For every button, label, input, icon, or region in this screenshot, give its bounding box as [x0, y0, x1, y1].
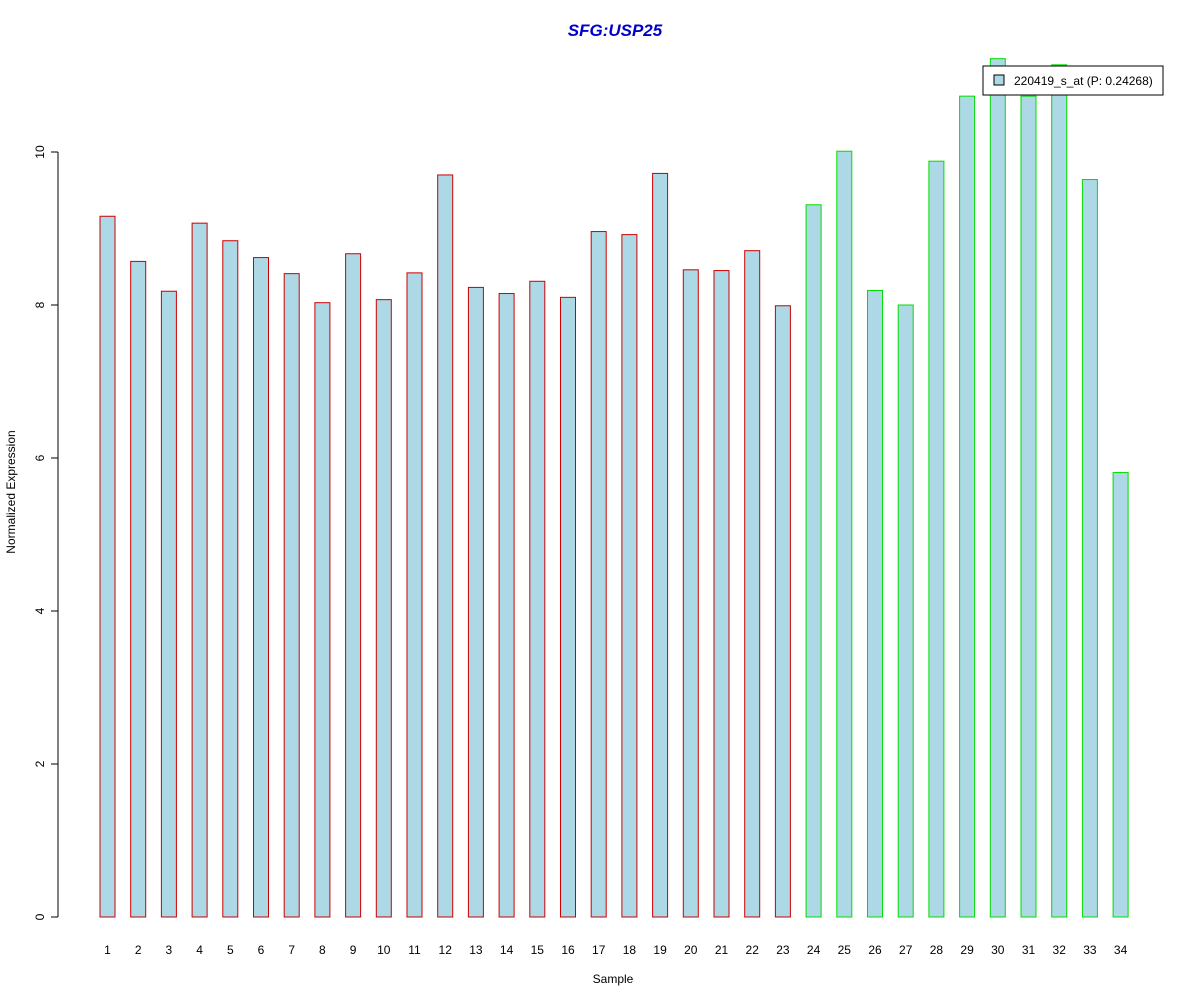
x-tick-label: 16	[561, 943, 575, 957]
bar	[437, 174, 454, 918]
x-axis-label: Sample	[593, 972, 634, 986]
x-tick-label: 3	[166, 943, 173, 957]
x-tick-label: 9	[350, 943, 357, 957]
x-tick-label: 31	[1022, 943, 1036, 957]
x-tick-label: 1	[104, 943, 111, 957]
chart-title: SFG:USP25	[568, 21, 663, 40]
bar	[375, 299, 392, 918]
x-tick-label: 28	[930, 943, 944, 957]
bar	[560, 296, 576, 918]
x-tick-label: 4	[196, 943, 203, 957]
x-tick-label: 26	[868, 943, 882, 957]
x-tick-label: 13	[469, 943, 483, 957]
x-tick-label: 29	[960, 943, 974, 957]
bar	[590, 231, 607, 918]
bar	[467, 286, 484, 918]
y-axis-label: Normalized Expression	[4, 430, 18, 553]
legend: 220419_s_at (P: 0.24268)	[982, 65, 1164, 96]
x-tick-label: 17	[592, 943, 606, 957]
x-tick-label: 34	[1114, 943, 1128, 957]
bar	[314, 302, 331, 918]
x-tick-label: 18	[623, 943, 637, 957]
x-tick-label: 10	[377, 943, 391, 957]
x-tick-label: 33	[1083, 943, 1097, 957]
bar	[191, 222, 208, 918]
x-tick-label: 30	[991, 943, 1005, 957]
bar	[897, 304, 914, 918]
x-tick-label: 23	[776, 943, 790, 957]
y-tick-label: 8	[33, 301, 47, 308]
bar	[1112, 472, 1129, 918]
y-tick-label: 10	[33, 145, 47, 159]
x-axis-tick-labels: 1 2 3 4 5 6 7 8 9 10 11 12 13 14 15 16 17 18 19 20 21 22 23 24 2…	[104, 943, 1127, 957]
bar	[345, 253, 362, 918]
x-tick-label: 19	[653, 943, 667, 957]
bar	[1020, 95, 1037, 918]
bar	[774, 305, 791, 918]
bar	[989, 58, 1006, 918]
y-axis: 0 2 4 6 8 10	[33, 145, 59, 920]
x-tick-label: 5	[227, 943, 234, 957]
bar	[928, 160, 945, 918]
legend-box	[982, 65, 1164, 96]
y-tick-label: 0	[33, 913, 47, 920]
bar	[1051, 64, 1068, 918]
x-tick-label: 6	[258, 943, 265, 957]
bar	[744, 250, 761, 918]
bar	[529, 280, 546, 918]
bar	[836, 150, 853, 918]
bar	[498, 293, 515, 918]
bar	[253, 257, 269, 918]
bar	[130, 260, 147, 918]
bar	[406, 272, 423, 918]
bars	[99, 58, 1129, 918]
y-tick-label: 2	[33, 760, 47, 767]
bar	[867, 289, 883, 918]
y-tick-label: 4	[33, 607, 47, 614]
bar	[283, 273, 300, 918]
legend-swatch	[993, 74, 1005, 86]
x-tick-label: 22	[746, 943, 760, 957]
bar	[682, 269, 699, 918]
bar	[713, 270, 730, 918]
x-tick-label: 12	[439, 943, 453, 957]
bar	[959, 95, 976, 918]
bar	[1081, 179, 1098, 918]
bar	[99, 215, 116, 918]
x-tick-label: 2	[135, 943, 142, 957]
bar	[652, 172, 669, 918]
x-tick-label: 11	[408, 943, 421, 957]
legend-label: 220419_s_at (P: 0.24268)	[1014, 74, 1153, 88]
x-tick-label: 8	[319, 943, 326, 957]
x-tick-label: 15	[531, 943, 545, 957]
bar	[222, 240, 239, 918]
x-tick-label: 20	[684, 943, 698, 957]
x-tick-label: 14	[500, 943, 514, 957]
bar	[160, 290, 177, 918]
x-tick-label: 7	[288, 943, 295, 957]
bar	[805, 204, 822, 918]
x-tick-label: 21	[715, 943, 729, 957]
y-tick-label: 6	[33, 454, 47, 461]
x-tick-label: 25	[838, 943, 852, 957]
x-tick-label: 32	[1053, 943, 1067, 957]
x-tick-label: 24	[807, 943, 821, 957]
bar	[621, 234, 638, 918]
x-tick-label: 27	[899, 943, 913, 957]
